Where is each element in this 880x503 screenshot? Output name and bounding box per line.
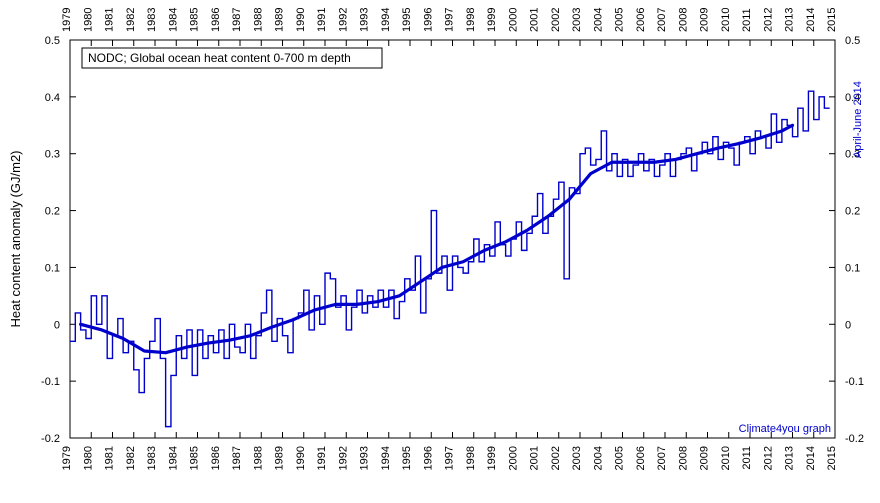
- x-tick-label-bottom: 1996: [422, 446, 434, 470]
- y-tick-label: -0.2: [41, 433, 60, 445]
- x-tick-label-top: 1997: [444, 8, 456, 32]
- x-tick-label-top: 2010: [720, 8, 732, 32]
- x-tick-label-top: 2000: [507, 8, 519, 32]
- y-tick-label: -0.1: [41, 376, 60, 388]
- credit-text: Climate4you graph: [739, 423, 831, 435]
- x-tick-label-bottom: 1986: [210, 446, 222, 470]
- x-tick-label-top: 2011: [741, 8, 753, 32]
- x-tick-label-bottom: 1989: [274, 446, 286, 470]
- x-tick-label-bottom: 2005: [614, 446, 626, 470]
- y-tick-label: 0.3: [45, 149, 60, 161]
- x-tick-label-top: 1984: [167, 8, 179, 32]
- x-tick-label-bottom: 2011: [741, 446, 753, 470]
- x-tick-label-bottom: 1987: [231, 446, 243, 470]
- x-tick-label-bottom: 2010: [720, 446, 732, 470]
- x-tick-label-top: 1981: [104, 8, 116, 32]
- x-tick-label-top: 1993: [359, 8, 371, 32]
- y-tick-label-right: -0.1: [845, 376, 864, 388]
- x-tick-label-top: 2002: [550, 8, 562, 32]
- x-tick-label-top: 2015: [826, 8, 838, 32]
- ocean-heat-chart: -0.2-0.2-0.1-0.1000.10.10.20.20.30.30.40…: [0, 0, 880, 503]
- x-tick-label-bottom: 1998: [465, 446, 477, 470]
- x-tick-label-top: 1979: [61, 8, 73, 32]
- x-tick-label-bottom: 1979: [61, 446, 73, 470]
- x-tick-label-bottom: 2002: [550, 446, 562, 470]
- x-tick-label-bottom: 1988: [252, 446, 264, 470]
- x-tick-label-bottom: 1994: [380, 446, 392, 470]
- x-tick-label-top: 1982: [125, 8, 137, 32]
- x-tick-label-top: 2006: [635, 8, 647, 32]
- y-tick-label-right: 0.5: [845, 35, 860, 47]
- x-tick-label-bottom: 1999: [486, 446, 498, 470]
- date-annotation: April-June 2014: [852, 81, 864, 158]
- x-tick-label-bottom: 1984: [167, 446, 179, 470]
- x-tick-label-bottom: 1997: [444, 446, 456, 470]
- x-tick-label-bottom: 1990: [295, 446, 307, 470]
- x-tick-label-top: 1991: [316, 8, 328, 32]
- y-tick-label-right: 0: [845, 319, 851, 331]
- x-tick-label-top: 1988: [252, 8, 264, 32]
- x-tick-label-top: 1987: [231, 8, 243, 32]
- x-tick-label-top: 1986: [210, 8, 222, 32]
- x-tick-label-top: 1996: [422, 8, 434, 32]
- y-tick-label: 0.2: [45, 206, 60, 218]
- y-tick-label: 0.5: [45, 35, 60, 47]
- x-tick-label-top: 2014: [805, 8, 817, 32]
- x-tick-label-bottom: 2000: [507, 446, 519, 470]
- x-tick-label-bottom: 2013: [784, 446, 796, 470]
- x-tick-label-bottom: 1980: [82, 446, 94, 470]
- x-tick-label-top: 1989: [274, 8, 286, 32]
- x-tick-label-bottom: 1983: [146, 446, 158, 470]
- x-tick-label-bottom: 2008: [677, 446, 689, 470]
- x-tick-label-bottom: 1991: [316, 446, 328, 470]
- x-tick-label-bottom: 2015: [826, 446, 838, 470]
- x-tick-label-bottom: 2004: [592, 446, 604, 470]
- x-tick-label-bottom: 1995: [401, 446, 413, 470]
- x-tick-label-top: 2009: [699, 8, 711, 32]
- chart-title: NODC; Global ocean heat content 0-700 m …: [88, 51, 351, 65]
- x-tick-label-top: 1990: [295, 8, 307, 32]
- x-tick-label-top: 2003: [571, 8, 583, 32]
- x-tick-label-top: 1998: [465, 8, 477, 32]
- y-tick-label: 0: [54, 319, 60, 331]
- y-tick-label-right: 0.2: [845, 206, 860, 218]
- x-tick-label-top: 1995: [401, 8, 413, 32]
- x-tick-label-top: 2013: [784, 8, 796, 32]
- x-tick-label-top: 1992: [337, 8, 349, 32]
- x-tick-label-bottom: 1992: [337, 446, 349, 470]
- x-tick-label-bottom: 2014: [805, 446, 817, 470]
- x-tick-label-top: 1983: [146, 8, 158, 32]
- x-tick-label-bottom: 1993: [359, 446, 371, 470]
- y-tick-label: 0.4: [45, 92, 60, 104]
- x-tick-label-bottom: 2006: [635, 446, 647, 470]
- x-tick-label-bottom: 2007: [656, 446, 668, 470]
- x-tick-label-bottom: 2001: [529, 446, 541, 470]
- x-tick-label-bottom: 2003: [571, 446, 583, 470]
- x-tick-label-top: 2008: [677, 8, 689, 32]
- x-tick-label-bottom: 2009: [699, 446, 711, 470]
- x-tick-label-top: 2004: [592, 8, 604, 32]
- x-tick-label-bottom: 2012: [762, 446, 774, 470]
- x-tick-label-bottom: 1982: [125, 446, 137, 470]
- x-tick-label-top: 2012: [762, 8, 774, 32]
- y-tick-label-right: -0.2: [845, 433, 864, 445]
- y-axis-label: Heat content anomaly (GJ/m2): [8, 150, 23, 327]
- x-tick-label-top: 2005: [614, 8, 626, 32]
- x-tick-label-bottom: 1985: [189, 446, 201, 470]
- x-tick-label-top: 1999: [486, 8, 498, 32]
- x-tick-label-top: 2007: [656, 8, 668, 32]
- y-tick-label-right: 0.1: [845, 262, 860, 274]
- x-tick-label-bottom: 1981: [104, 446, 116, 470]
- y-tick-label: 0.1: [45, 262, 60, 274]
- x-tick-label-top: 1980: [82, 8, 94, 32]
- x-tick-label-top: 1985: [189, 8, 201, 32]
- x-tick-label-top: 2001: [529, 8, 541, 32]
- x-tick-label-top: 1994: [380, 8, 392, 32]
